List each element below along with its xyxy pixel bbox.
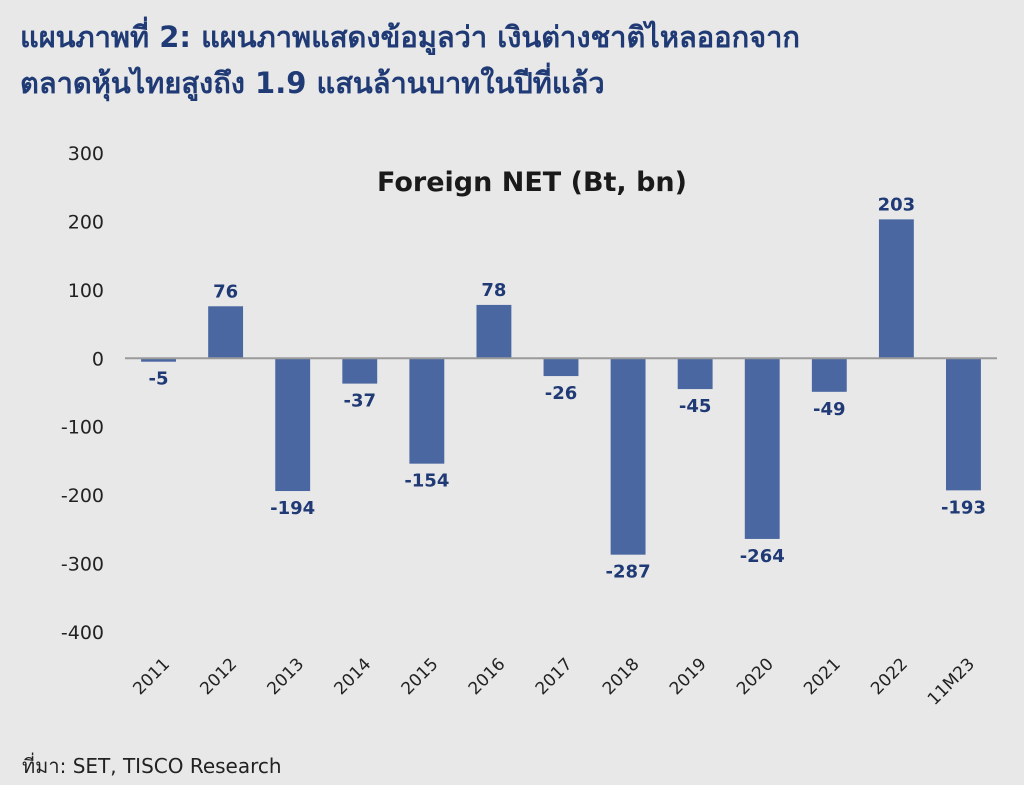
source-note: ที่มา: SET, TISCO Research [22, 754, 282, 778]
y-tick-label: 300 [68, 143, 104, 165]
y-tick-label: -400 [61, 622, 104, 644]
data-label-2011: -5 [149, 369, 169, 390]
data-label-2013: -194 [270, 498, 315, 519]
x-tick-label-2020: 2020 [733, 654, 778, 699]
bars [141, 219, 981, 555]
x-tick-label-11m23: 11M23 [924, 654, 979, 709]
bar-chart: Foreign NET (Bt, bn) 300 200 100 0 -100 -200 -… [61, 143, 997, 710]
x-axis: 2011 2012 2013 2014 2015 2016 2017 2018 2019 2020… [129, 654, 979, 709]
x-tick-label-2011: 2011 [129, 654, 174, 699]
bar-2019 [677, 358, 713, 390]
x-tick-label-2016: 2016 [465, 654, 510, 699]
data-label-2019: -45 [679, 396, 712, 417]
data-label-2012: 76 [213, 281, 238, 302]
x-tick-label-2018: 2018 [599, 654, 644, 699]
data-label-2014: -37 [344, 391, 377, 412]
x-tick-label-2013: 2013 [263, 654, 308, 699]
x-tick-label-2014: 2014 [331, 654, 376, 699]
bar-2016 [476, 304, 512, 359]
bar-2020 [744, 358, 780, 539]
y-tick-label: 0 [92, 348, 104, 370]
bar-2021 [811, 358, 847, 392]
data-label-2015: -154 [404, 471, 449, 492]
data-label-2021: -49 [813, 399, 846, 420]
y-tick-label: 200 [68, 211, 104, 233]
bar-2012 [208, 306, 244, 359]
page-title: แผนภาพที่ 2: แผนภาพแสดงข้อมูลว่า เงินต่า… [20, 14, 1010, 106]
data-labels: -5 76 -194 -37 -154 78 -26 -287 -45 -264 -49 203 -19… [149, 194, 986, 582]
bar-11m23 [946, 358, 981, 491]
bar-2013 [275, 358, 311, 492]
y-tick-label: -300 [61, 554, 104, 576]
chart-title: Foreign NET (Bt, bn) [377, 167, 687, 198]
x-tick-label-2021: 2021 [800, 654, 845, 699]
data-label-2017: -26 [545, 383, 578, 404]
x-tick-label-2015: 2015 [398, 654, 443, 699]
bar-2011 [141, 358, 176, 362]
data-label-2018: -287 [606, 562, 651, 583]
x-tick-label-2019: 2019 [666, 654, 711, 699]
data-label-2020: -264 [740, 546, 785, 567]
data-label-2022: 203 [878, 194, 916, 215]
bar-2018 [610, 358, 646, 555]
bar-2015 [409, 358, 445, 464]
bar-2017 [543, 358, 579, 377]
y-axis: 300 200 100 0 -100 -200 -300 -400 [61, 143, 104, 644]
data-label-2016: 78 [481, 280, 506, 301]
bar-2014 [342, 358, 378, 384]
bar-2022 [878, 219, 914, 359]
y-tick-label: 100 [68, 280, 104, 302]
x-tick-label-2022: 2022 [867, 654, 912, 699]
y-tick-label: -100 [61, 417, 104, 439]
title-line-1: แผนภาพที่ 2: แผนภาพแสดงข้อมูลว่า เงินต่า… [20, 20, 800, 54]
data-label-11m23: -193 [941, 497, 986, 518]
y-tick-label: -200 [61, 485, 104, 507]
x-tick-label-2012: 2012 [196, 654, 241, 699]
x-tick-label-2017: 2017 [532, 654, 577, 699]
title-line-2: ตลาดหุ้นไทยสูงถึง 1.9 แสนล้านบาทในปีที่แ… [20, 66, 605, 100]
